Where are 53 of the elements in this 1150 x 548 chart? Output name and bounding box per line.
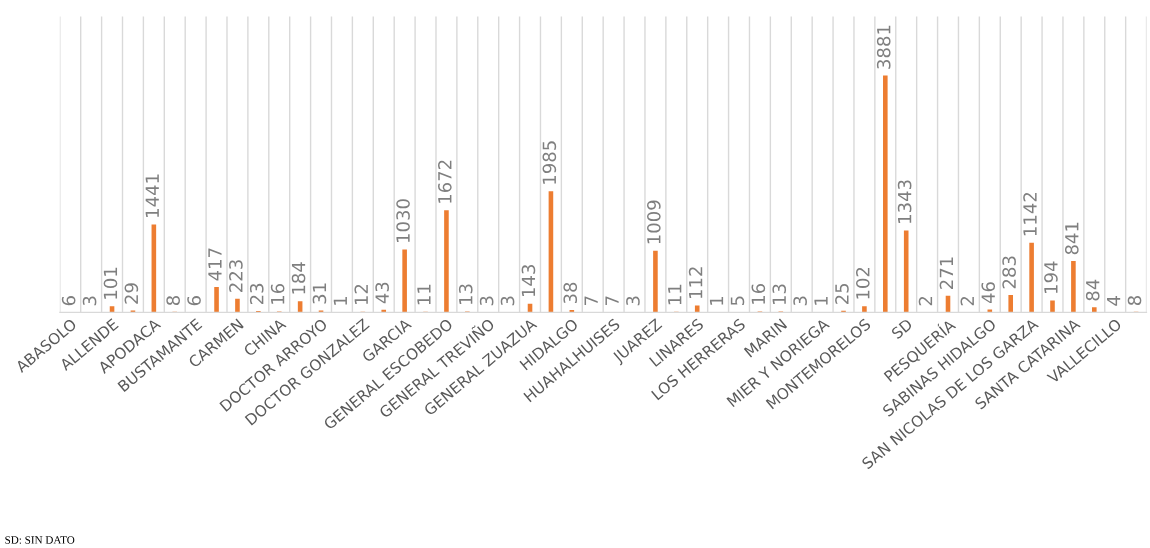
data-label: 16 xyxy=(751,283,766,304)
data-label: 1030 xyxy=(396,199,410,242)
data-label: 271 xyxy=(939,257,953,289)
data-label: 11 xyxy=(417,284,431,305)
data-label: 1441 xyxy=(145,174,159,217)
data-label: 13 xyxy=(772,284,787,305)
data-label: 3 xyxy=(793,296,807,306)
data-label: 184 xyxy=(291,262,306,294)
data-label: 1 xyxy=(333,296,347,305)
data-label: 23 xyxy=(249,283,264,305)
data-label: 194 xyxy=(1044,261,1058,293)
data-label: 1009 xyxy=(647,200,661,244)
data-label: 1 xyxy=(709,296,724,305)
data-label: 841 xyxy=(1064,222,1079,255)
data-label: 2 xyxy=(918,297,933,306)
data-label: 16 xyxy=(270,283,285,304)
data-label: 8 xyxy=(166,296,180,306)
data-label: 25 xyxy=(835,283,849,304)
data-label: 1 xyxy=(814,296,828,305)
data-label: 102 xyxy=(855,267,870,299)
data-label: 3 xyxy=(479,296,494,306)
data-label: 6 xyxy=(61,296,76,306)
data-label: 7 xyxy=(584,296,598,305)
data-label: 8 xyxy=(1127,296,1142,306)
data-label: 3 xyxy=(500,296,515,306)
data-label: 112 xyxy=(688,267,703,298)
data-label: 7 xyxy=(605,296,619,305)
data-label: 11 xyxy=(668,284,682,305)
data-label: 417 xyxy=(208,248,222,281)
data-label: 29 xyxy=(124,283,139,304)
data-label: 13 xyxy=(458,284,473,305)
data-label: 38 xyxy=(563,282,578,304)
data-label: 43 xyxy=(375,282,389,304)
data-label: 3 xyxy=(82,296,97,306)
data-label: 1343 xyxy=(897,180,912,223)
data-label: 283 xyxy=(1002,256,1016,289)
data-label: 31 xyxy=(312,283,327,304)
data-label: 1142 xyxy=(1023,193,1037,236)
data-label: 3881 xyxy=(876,25,891,69)
text: SD: SIN DATO xyxy=(5,536,75,544)
data-label: 2 xyxy=(960,297,974,306)
data-label: 101 xyxy=(103,267,118,299)
data-label: 143 xyxy=(521,265,536,297)
data-label: 1985 xyxy=(542,141,557,184)
data-label: 1672 xyxy=(438,160,452,203)
data-label: 12 xyxy=(354,284,368,305)
data-label: 6 xyxy=(187,296,201,306)
data-label: 223 xyxy=(229,260,243,292)
data-label: 4 xyxy=(1107,296,1121,306)
data-label: 3 xyxy=(626,296,640,306)
data-label: 5 xyxy=(730,296,745,306)
data-label: 84 xyxy=(1085,279,1100,301)
data-label: 46 xyxy=(981,282,996,304)
